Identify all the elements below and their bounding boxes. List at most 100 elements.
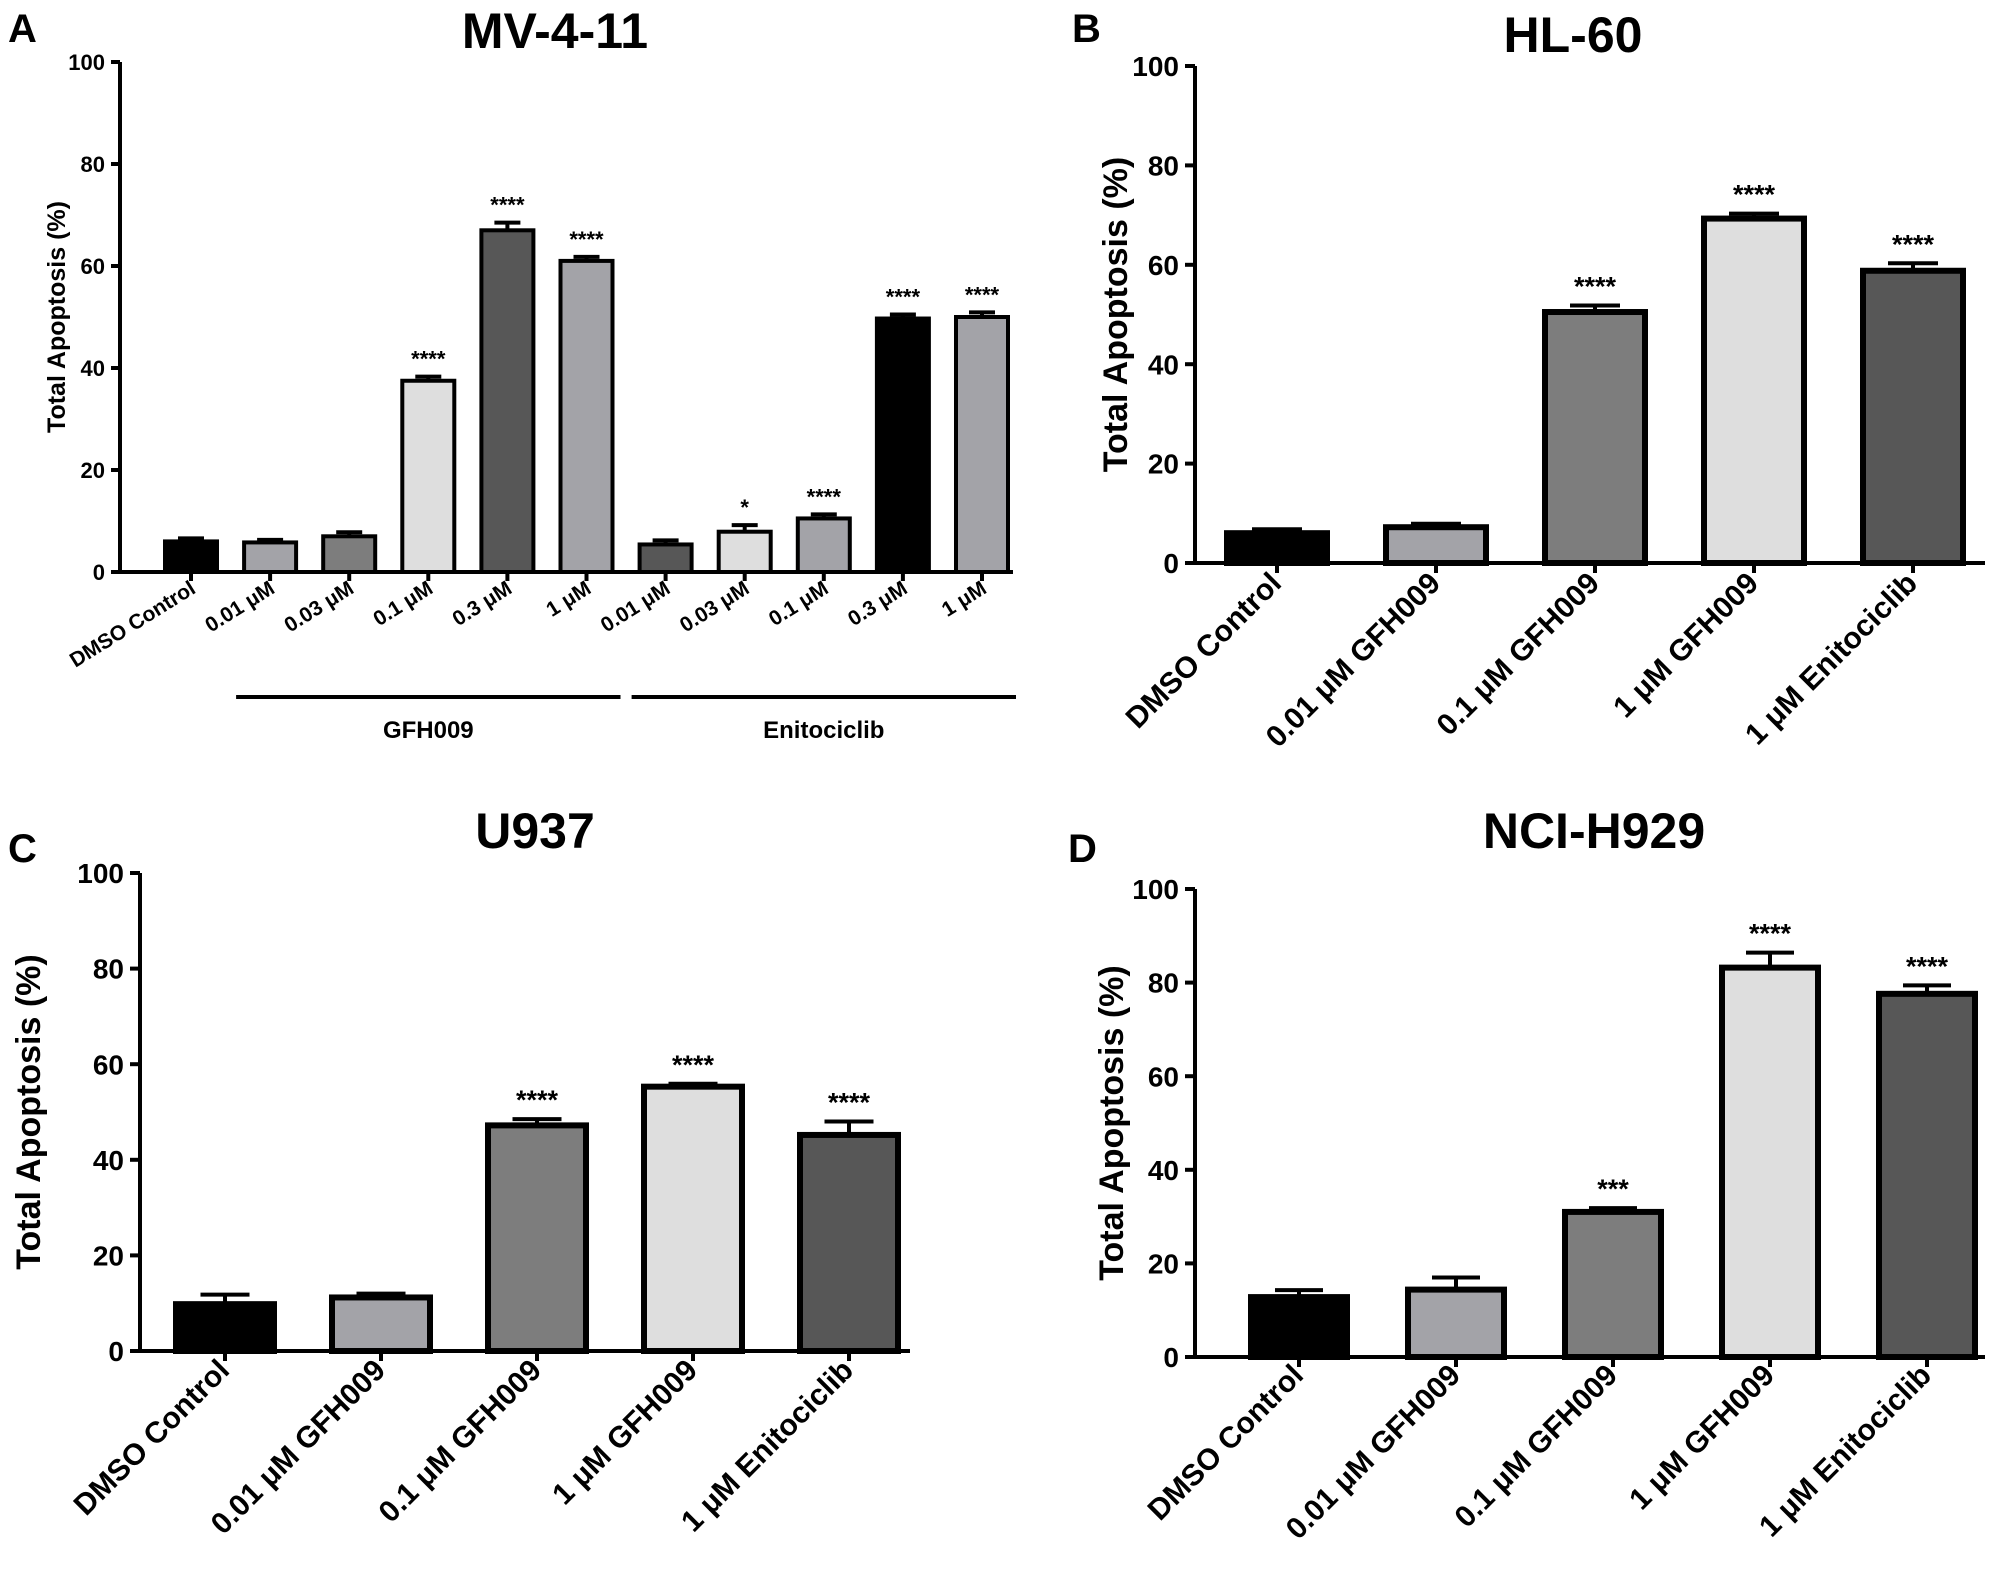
y-tick-label: 80: [93, 954, 124, 985]
y-tick-label: 0: [93, 560, 105, 585]
x-tick-label: 0.3 μM: [448, 577, 516, 631]
bar-6: [558, 258, 615, 574]
y-tick-label: 60: [93, 1049, 124, 1080]
y-axis-label: Total Apoptosis (%): [10, 954, 48, 1269]
x-tick-label: 0.1 μM: [765, 577, 833, 631]
panel-a: A MV-4-11 0 20 40 60 80 100 Total Apoptosis (%…: [8, 3, 1016, 744]
y-tick-label: 100: [1132, 51, 1179, 82]
y-tick-label: 40: [81, 356, 105, 381]
y-tick-label: 100: [77, 858, 124, 889]
bar-1: [1224, 530, 1330, 566]
x-tick-label: 1 μM GFH009: [1607, 567, 1765, 725]
bar-4: [400, 378, 457, 574]
panel-d: D NCI-H929 0 20 40 60 80 100 Total Apoptosis (…: [1068, 803, 1985, 1546]
significance-marker: ****: [1906, 951, 1949, 981]
panel-title-b: HL-60: [1504, 7, 1643, 63]
x-tick-label: 1 μM Enitociclib: [1753, 1359, 1938, 1544]
significance-marker: ****: [828, 1088, 871, 1118]
bar-1: [163, 539, 219, 575]
y-tick-label: 60: [1148, 250, 1179, 281]
y-tick-label: 20: [93, 1240, 124, 1271]
x-tick-label: 0.01 μM GFH009: [1280, 1359, 1467, 1546]
panel-letter-c: C: [8, 827, 37, 871]
x-tick-label: 0.1 μM GFH009: [373, 1354, 548, 1529]
bar-7: [637, 542, 694, 575]
significance-marker: *: [740, 495, 749, 520]
bar-4: [1719, 964, 1821, 1361]
bar-1: [1248, 1294, 1350, 1360]
x-tick-label: 0.1 μM: [369, 577, 437, 631]
y-axis-label: Total Apoptosis (%): [1093, 965, 1131, 1280]
bar-8: [716, 529, 773, 575]
panel-title-a: MV-4-11: [462, 3, 648, 59]
bar-2: [1383, 524, 1489, 567]
x-tick-label: 1 μM GFH009: [1623, 1359, 1781, 1517]
y-tick-label: 20: [1148, 449, 1179, 480]
bar-5: [1860, 267, 1966, 566]
bar-2: [242, 540, 299, 574]
significance-marker: ****: [569, 227, 604, 252]
bar-2: [1405, 1286, 1507, 1361]
x-tick-label: 1 μM Enitociclib: [1739, 567, 1924, 752]
bar-10: [874, 316, 931, 574]
y-axis-label: Total Apoptosis (%): [1097, 157, 1135, 472]
significance-marker: ****: [411, 347, 446, 372]
significance-marker: ***: [1597, 1174, 1629, 1204]
y-tick-label: 20: [1148, 1248, 1179, 1279]
y-tick-label: 0: [108, 1336, 124, 1367]
x-tick-label: 0.3 μM: [844, 577, 912, 631]
panel-letter-a: A: [8, 7, 37, 51]
y-tick-label: 60: [1148, 1061, 1179, 1092]
x-tick-label: DMSO Control: [1142, 1359, 1310, 1527]
significance-marker: ****: [1574, 272, 1617, 302]
bar-3: [1542, 309, 1648, 567]
bar-11: [954, 315, 1010, 574]
y-tick-label: 40: [93, 1145, 124, 1176]
x-tick-label: 0.1 μM GFH009: [1431, 567, 1606, 742]
bar-3: [485, 1122, 589, 1355]
y-tick-label: 0: [1163, 1342, 1179, 1373]
bar-4: [641, 1083, 745, 1355]
y-tick-label: 20: [81, 458, 105, 483]
bar-5: [1876, 990, 1978, 1360]
group-label: GFH009: [383, 717, 474, 744]
panel-b: B HL-60 0 20 40 60 80 100 Total Apoptosis (%) D…: [1072, 7, 1985, 754]
y-tick-label: 80: [81, 152, 105, 177]
panel-c: C U937 0 20 40 60 80 100 Total Apoptosis (%) DM…: [8, 803, 910, 1541]
x-tick-label: 1 μM: [938, 577, 991, 622]
panel-title-c: U937: [475, 803, 595, 859]
x-tick-label: 1 μM Enitociclib: [675, 1354, 860, 1539]
y-tick-label: 80: [1148, 968, 1179, 999]
x-tick-label: 0.03 μM: [676, 577, 754, 637]
x-tick-label: 0.01 μM: [201, 577, 279, 637]
x-tick-label: 0.1 μM GFH009: [1449, 1359, 1624, 1534]
panel-letter-d: D: [1068, 827, 1097, 871]
y-tick-label: 100: [68, 50, 105, 75]
chart-a: 0 20 40 60 80 100 Total Apoptosis (%) DMSO Cont…: [43, 50, 1016, 744]
y-tick-label: 40: [1148, 1155, 1179, 1186]
chart-c: 0 20 40 60 80 100 Total Apoptosis (%) DMSO Cont…: [10, 858, 910, 1541]
significance-marker: ****: [1733, 180, 1776, 210]
significance-marker: ****: [886, 284, 921, 309]
bar-5: [479, 228, 536, 575]
panel-letter-b: B: [1072, 7, 1101, 51]
bar-2: [329, 1294, 433, 1354]
y-tick-label: 100: [1132, 874, 1179, 905]
x-tick-label: 1 μM: [542, 577, 595, 622]
significance-marker: ****: [516, 1085, 559, 1115]
significance-marker: ****: [1892, 229, 1935, 259]
bar-9: [795, 516, 852, 575]
x-tick-label: 0.01 μM: [597, 577, 675, 637]
significance-marker: ****: [490, 193, 525, 218]
y-tick-label: 0: [1163, 548, 1179, 579]
panel-title-d: NCI-H929: [1483, 803, 1705, 859]
y-tick-label: 60: [81, 254, 105, 279]
x-tick-label: 0.01 μM GFH009: [205, 1354, 392, 1541]
bar-4: [1701, 215, 1807, 566]
y-axis-label: Total Apoptosis (%): [43, 201, 71, 433]
bar-3: [321, 534, 378, 574]
significance-marker: ****: [807, 484, 842, 509]
x-tick-label: DMSO Control: [68, 1354, 236, 1522]
significance-marker: ****: [1749, 919, 1792, 949]
chart-b: 0 20 40 60 80 100 Total Apoptosis (%) DMSO Cont…: [1097, 51, 1985, 754]
